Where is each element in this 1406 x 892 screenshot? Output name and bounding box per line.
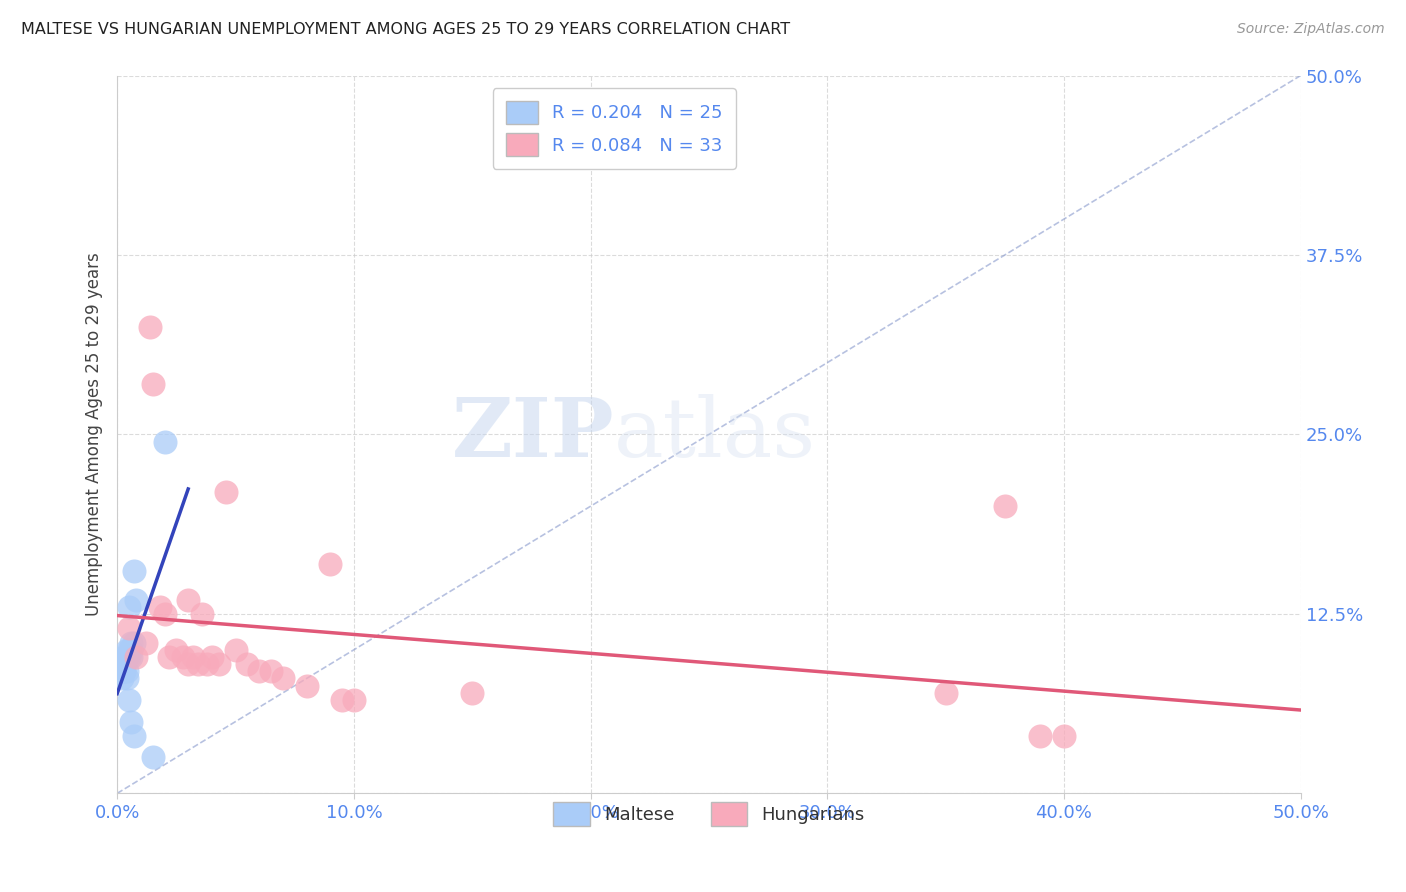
Point (118, 599, 141, 614)
Point (120, 650, 142, 665)
Point (247, 665, 270, 679)
Point (112, 650, 135, 665)
Point (1053, 729, 1076, 743)
Point (181, 650, 204, 665)
Point (236, 657, 259, 672)
Point (120, 714, 142, 729)
Point (118, 693, 141, 707)
Point (120, 642, 142, 657)
Point (157, 650, 180, 665)
Point (461, 686, 484, 700)
Text: MALTESE VS HUNGARIAN UNEMPLOYMENT AMONG AGES 25 TO 29 YEARS CORRELATION CHART: MALTESE VS HUNGARIAN UNEMPLOYMENT AMONG … (21, 22, 790, 37)
Point (172, 650, 194, 665)
Point (177, 657, 200, 672)
Text: Source: ZipAtlas.com: Source: ZipAtlas.com (1237, 22, 1385, 37)
Point (115, 642, 138, 657)
Point (142, 377, 165, 392)
Point (994, 500, 1017, 514)
Point (115, 650, 138, 665)
Point (191, 607, 214, 621)
Point (142, 750, 165, 764)
Point (260, 665, 283, 679)
Point (115, 672, 138, 686)
Point (319, 557, 342, 571)
Point (271, 672, 294, 686)
Point (177, 592, 200, 607)
Point (153, 434, 176, 449)
Point (112, 657, 135, 672)
Point (125, 592, 148, 607)
Point (165, 642, 187, 657)
Point (122, 635, 145, 649)
Point (115, 665, 138, 679)
Point (215, 484, 238, 499)
Point (1029, 729, 1052, 743)
Text: atlas: atlas (614, 394, 817, 475)
Point (149, 599, 172, 614)
Point (120, 635, 142, 649)
Point (139, 319, 162, 334)
Legend: Maltese, Hungarians: Maltese, Hungarians (544, 793, 873, 835)
Point (935, 686, 957, 700)
Point (118, 621, 141, 635)
Point (112, 657, 135, 672)
Text: ZIP: ZIP (451, 394, 614, 475)
Point (122, 564, 145, 578)
Point (330, 693, 353, 707)
Point (153, 607, 176, 621)
Point (187, 657, 209, 672)
Point (135, 635, 157, 649)
Point (112, 665, 135, 679)
Point (201, 650, 224, 665)
Point (195, 657, 218, 672)
Point (112, 657, 135, 672)
Y-axis label: Unemployment Among Ages 25 to 29 years: Unemployment Among Ages 25 to 29 years (86, 252, 103, 616)
Point (343, 693, 366, 707)
Point (112, 665, 135, 679)
Point (111, 672, 134, 686)
Point (122, 729, 145, 743)
Point (118, 650, 141, 665)
Point (125, 650, 148, 665)
Point (295, 679, 318, 693)
Point (225, 642, 247, 657)
Point (208, 657, 231, 672)
Point (118, 642, 141, 657)
